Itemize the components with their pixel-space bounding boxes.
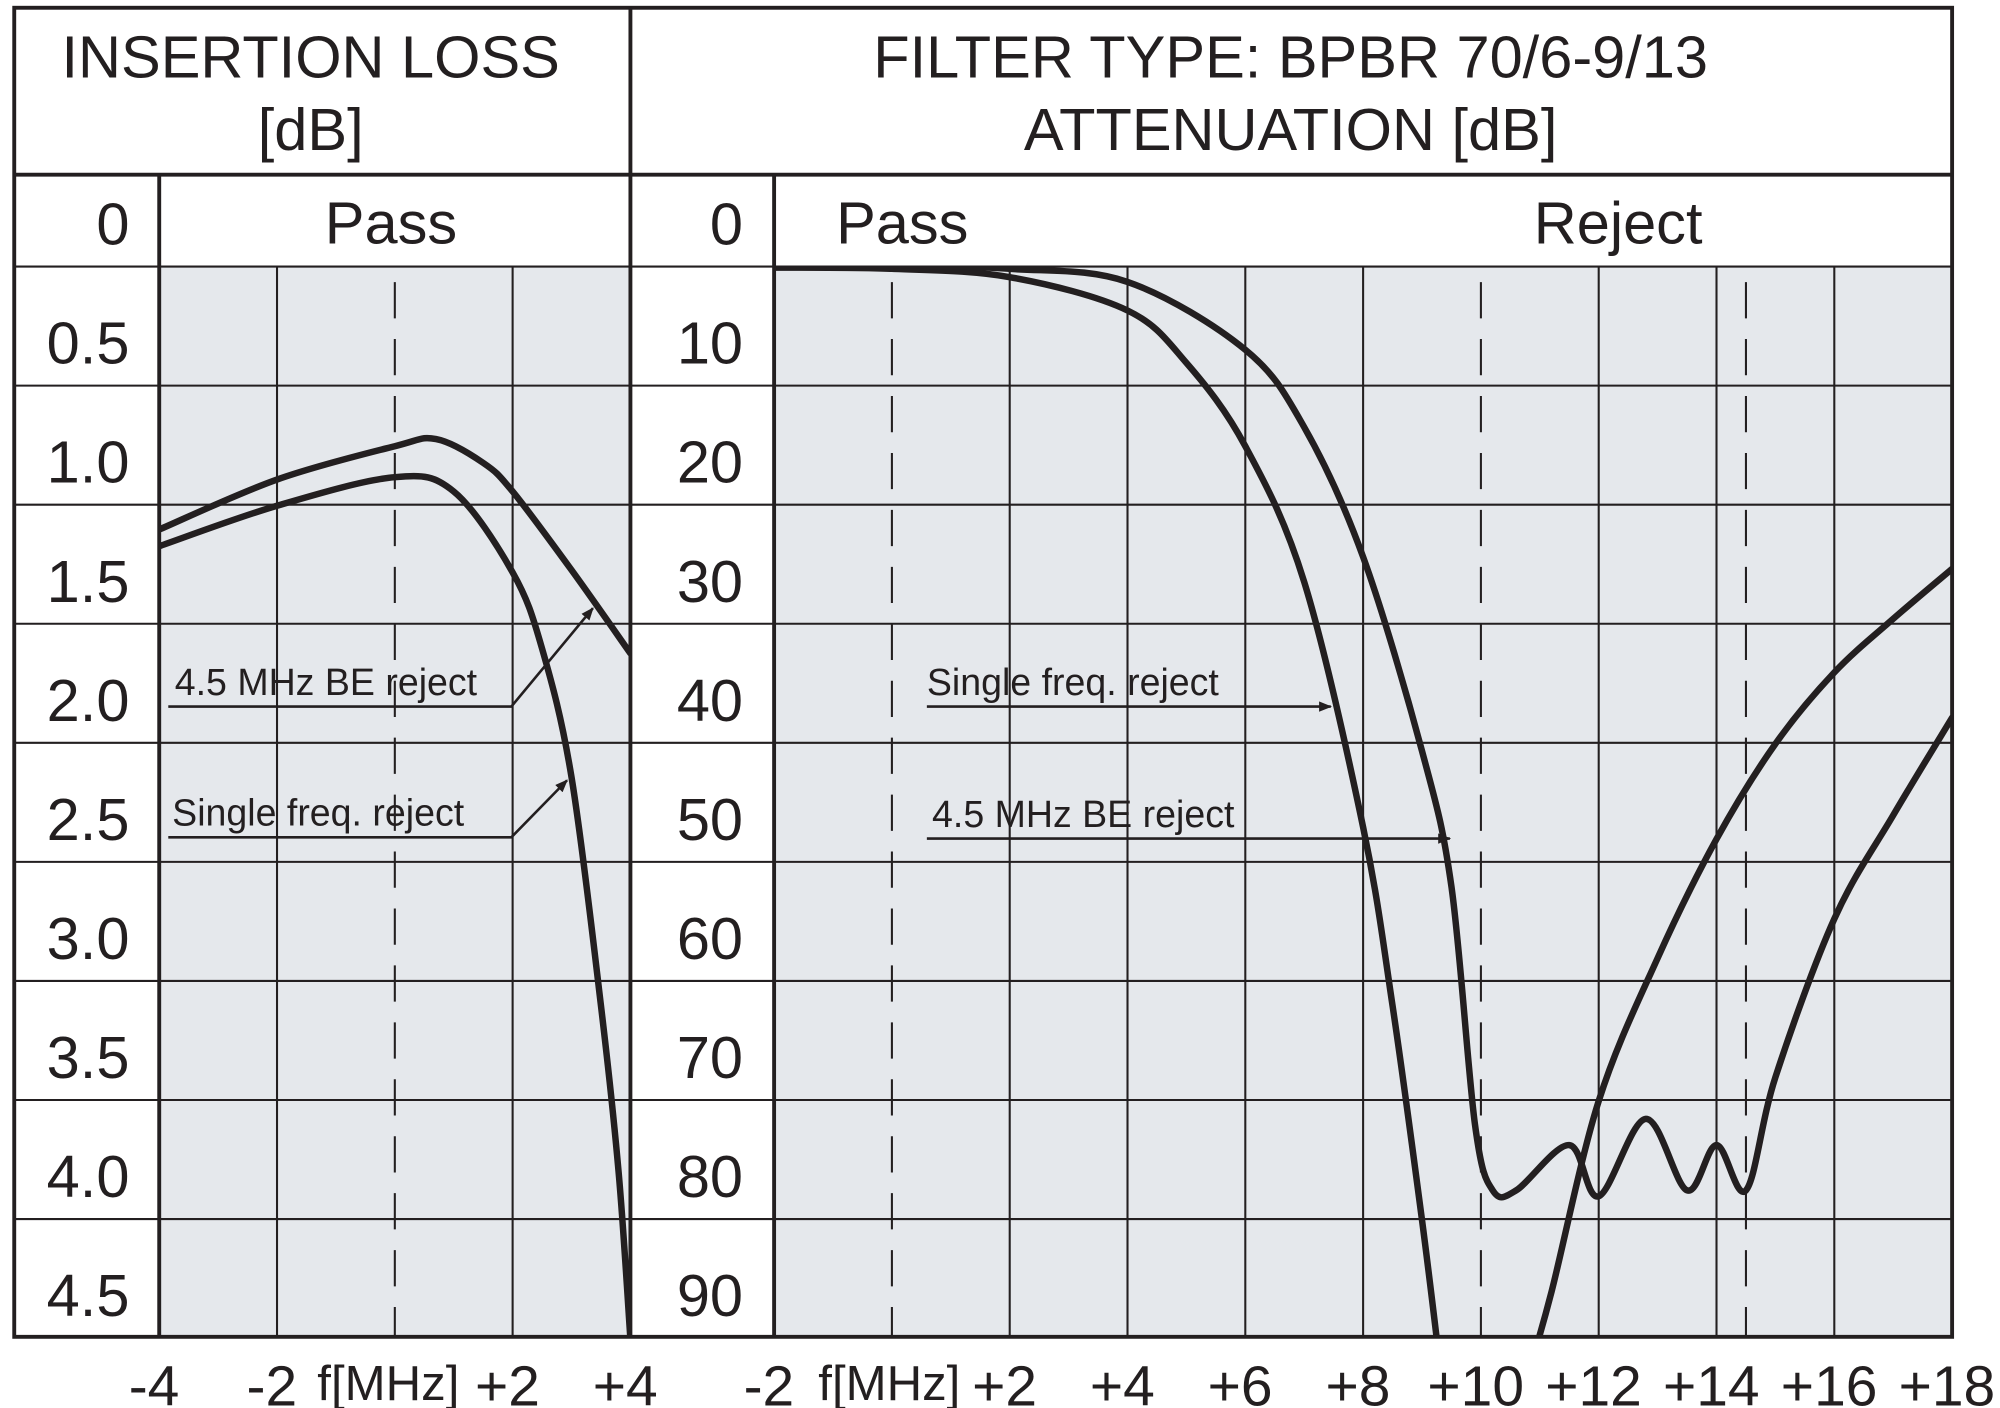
right-subtitle: ATTENUATION [dB] [1024, 96, 1558, 163]
right-x-tick-label: +4 [1090, 1354, 1155, 1408]
right-y-tick-label: 10 [677, 310, 743, 377]
right-y-tick-label: 60 [677, 905, 743, 972]
right-x-tick-label: +2 [972, 1354, 1037, 1408]
right-x-tick-label: -2 [744, 1354, 795, 1408]
right-x-tick-label: +16 [1781, 1354, 1878, 1408]
right-y-tick-label: 50 [677, 786, 743, 853]
right-y-tick-label: 30 [677, 548, 743, 615]
annotation-left-single: Single freq. reject [172, 792, 465, 834]
annotation-left-be: 4.5 MHz BE reject [175, 661, 478, 703]
left-x-tick-label: -2 [247, 1354, 298, 1408]
right-y-tick-label: 0 [710, 191, 743, 258]
right-curves [774, 266, 1953, 1337]
right-curve-4-5-mhz-be-reject [774, 266, 1953, 1201]
right-x-tick-label: +6 [1208, 1354, 1273, 1408]
right-x-tick-label: +10 [1427, 1354, 1524, 1408]
left-y-tick-label: 3.5 [47, 1024, 130, 1091]
annotations: 4.5 MHz BE reject Single freq. reject Si… [168, 607, 1452, 844]
right-x-tick-label: +12 [1545, 1354, 1642, 1408]
left-x-tick-label: +2 [475, 1354, 540, 1408]
right-y-tick-label: 70 [677, 1024, 743, 1091]
left-subtitle: [dB] [258, 96, 364, 163]
annotation-left-single-arrow [168, 779, 568, 839]
right-x-tick-label: +18 [1899, 1354, 1996, 1408]
left-y-tick-label: 4.0 [47, 1143, 130, 1210]
right-title: FILTER TYPE: BPBR 70/6-9/13 [873, 24, 1708, 91]
annotation-right-be: 4.5 MHz BE reject [932, 793, 1235, 835]
left-x-tick-label: -4 [129, 1354, 180, 1408]
left-pass-label: Pass [325, 189, 457, 256]
left-curve-single-freq-reject [159, 472, 631, 1337]
left-y-tick-label: 1.0 [47, 429, 130, 496]
left-x-tick-label: +4 [593, 1354, 658, 1408]
right-y-tick-label: 90 [677, 1262, 743, 1329]
annotation-left-be-arrow [168, 607, 594, 708]
right-curve-single-freq-reject [774, 266, 1440, 1337]
tick-labels: 0 0.5 1.0 1.5 2.0 2.5 3.0 3.5 4.0 4.5 -4 -2 +2 +4 0 10 2… [47, 191, 1996, 1408]
right-x-axis-label: f[MHz] [818, 1356, 960, 1408]
right-pass-label: Pass [836, 189, 968, 256]
left-title: INSERTION LOSS [61, 24, 559, 91]
left-curve-4-5-mhz-be-reject [159, 434, 631, 657]
left-y-tick-label: 3.0 [47, 905, 130, 972]
left-y-tick-label: 4.5 [47, 1262, 130, 1329]
right-y-tick-label: 20 [677, 429, 743, 496]
right-x-tick-label: +14 [1663, 1354, 1760, 1408]
right-y-tick-label: 80 [677, 1143, 743, 1210]
left-y-tick-label: 1.5 [47, 548, 130, 615]
left-y-tick-label: 2.0 [47, 667, 130, 734]
right-reject-label: Reject [1534, 189, 1703, 256]
annotation-right-single: Single freq. reject [927, 661, 1220, 703]
gridlines [14, 265, 1953, 1337]
right-curve-single-freq-reject [1535, 565, 1953, 1337]
frame [12, 5, 1955, 1339]
left-curves [159, 434, 631, 1337]
left-y-tick-label: 2.5 [47, 786, 130, 853]
left-y-tick-label: 0 [96, 191, 129, 258]
right-y-tick-label: 40 [677, 667, 743, 734]
right-x-tick-label: +8 [1325, 1354, 1390, 1408]
left-y-tick-label: 0.5 [47, 310, 130, 377]
left-x-axis-label: f[MHz] [317, 1356, 459, 1408]
